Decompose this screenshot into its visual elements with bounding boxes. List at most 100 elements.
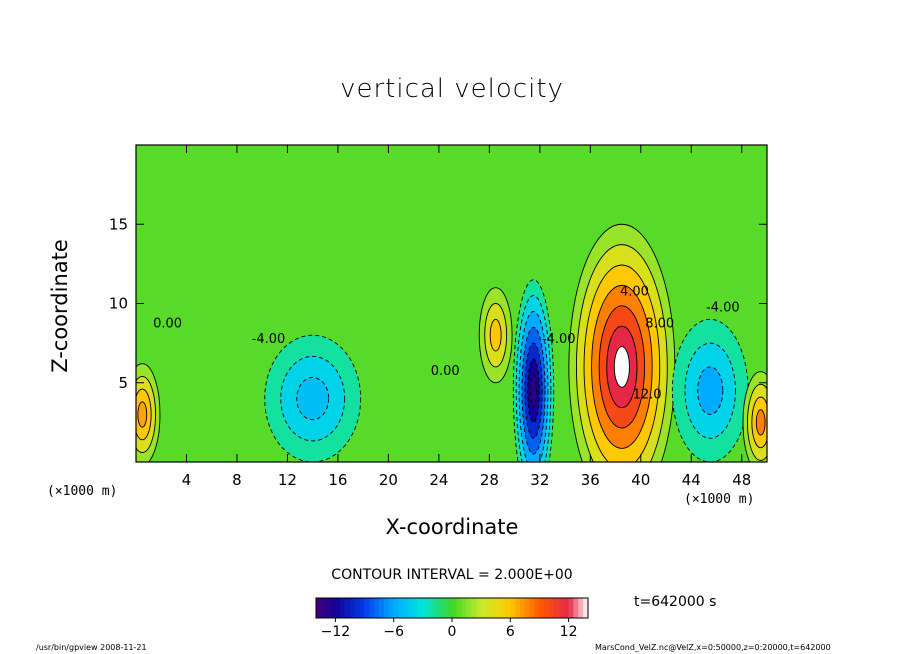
contour-feature-0 bbox=[568, 223, 676, 462]
x-tick-label: 32 bbox=[530, 471, 549, 489]
footer-right: MarsCond_VelZ.nc@VelZ,x=0:50000,z=0:2000… bbox=[595, 643, 831, 652]
colorbar-cell bbox=[486, 598, 492, 618]
contour-label-7: 0.00 bbox=[153, 316, 182, 331]
colorbar-cell bbox=[466, 598, 472, 618]
colorbar-cell bbox=[335, 598, 341, 618]
contour-label-6: 0.00 bbox=[431, 364, 460, 379]
colorbar-cell bbox=[316, 598, 322, 618]
x-tick-label: 36 bbox=[581, 471, 600, 489]
contour-label-1: 8.00 bbox=[645, 316, 674, 331]
colorbar-cell bbox=[330, 598, 336, 618]
contour-label-4: -4.00 bbox=[542, 332, 576, 347]
contour-label-3: -4.00 bbox=[706, 300, 740, 315]
colorbar-cell bbox=[529, 598, 535, 618]
colorbar-cell bbox=[345, 598, 351, 618]
colorbar-cell bbox=[442, 598, 448, 618]
colorbar-cell bbox=[534, 598, 540, 618]
contour-band bbox=[613, 346, 630, 388]
colorbar-cell bbox=[350, 598, 356, 618]
colorbar-cell bbox=[583, 598, 589, 618]
x-tick-label: 4 bbox=[182, 471, 192, 489]
colorbar-cell bbox=[374, 598, 380, 618]
colorbar-cell bbox=[403, 598, 409, 618]
x-unit-left: (×1000 m) bbox=[47, 484, 118, 499]
colorbar-cell bbox=[500, 598, 506, 618]
contour-labels: 4.00 8.00 12.0 -4.00 -4.00 -4.00 0.00 0.00 bbox=[153, 285, 740, 403]
x-tick-label: 16 bbox=[328, 471, 347, 489]
x-tick-label: 44 bbox=[682, 471, 701, 489]
x-tick-label: 48 bbox=[732, 471, 751, 489]
contour-label-5: -4.00 bbox=[252, 332, 286, 347]
contour-band bbox=[137, 401, 148, 428]
x-axis-label: X-coordinate bbox=[385, 515, 519, 539]
colorbar-tick-label: 0 bbox=[448, 624, 457, 640]
colorbar-cell bbox=[398, 598, 404, 618]
y-tick-label: 10 bbox=[109, 295, 128, 313]
colorbar-cell bbox=[413, 598, 419, 618]
contour-feature-5 bbox=[136, 363, 161, 462]
colorbar-cell bbox=[476, 598, 482, 618]
colorbar: −12 −6 0 6 12 bbox=[315, 597, 589, 640]
colorbar-cell bbox=[505, 598, 511, 618]
colorbar-cell bbox=[388, 598, 395, 618]
colorbar-cell bbox=[471, 598, 477, 618]
contour-band bbox=[697, 366, 724, 415]
colorbar-cell bbox=[384, 598, 390, 618]
colorbar-cell bbox=[578, 598, 584, 618]
contour-feature-1 bbox=[512, 279, 555, 462]
x-tick-label: 28 bbox=[480, 471, 499, 489]
x-tick-label: 40 bbox=[631, 471, 650, 489]
x-axis: 4 8 12 16 20 24 28 32 36 40 44 48 bbox=[182, 145, 751, 489]
colorbar-cell bbox=[563, 598, 569, 618]
colorbar-cell bbox=[558, 598, 565, 618]
colorbar-cell bbox=[325, 598, 331, 618]
colorbar-tick-label: −12 bbox=[321, 624, 351, 640]
contour-label-2: 12.0 bbox=[633, 388, 662, 403]
colorbar-cell bbox=[495, 598, 501, 618]
x-tick-label: 8 bbox=[232, 471, 242, 489]
colorbar-cell bbox=[452, 598, 458, 618]
colorbar-tick-label: 12 bbox=[560, 624, 578, 640]
colorbar-cell bbox=[456, 598, 463, 618]
colorbar-tick-label: 6 bbox=[506, 624, 515, 640]
y-axis: 5 10 15 bbox=[109, 215, 767, 392]
time-label: t=642000 s bbox=[634, 594, 717, 610]
colorbar-cell bbox=[364, 598, 370, 618]
contour-interval-text: CONTOUR INTERVAL = 2.000E+00 bbox=[331, 567, 573, 583]
colorbar-cell bbox=[437, 598, 443, 618]
colorbar-cell bbox=[418, 598, 424, 618]
colorbar-cell bbox=[340, 598, 346, 618]
colorbar-cell bbox=[422, 598, 429, 618]
colorbar-cell bbox=[544, 598, 550, 618]
colorbar-cell bbox=[539, 598, 545, 618]
contour-band bbox=[489, 318, 502, 352]
colorbar-cell bbox=[554, 598, 560, 618]
contour-band bbox=[530, 374, 537, 407]
footer-left: /usr/bin/gpview 2008-11-21 bbox=[36, 643, 147, 652]
colorbar-cell bbox=[515, 598, 521, 618]
x-tick-label: 24 bbox=[429, 471, 448, 489]
x-unit-right: (×1000 m) bbox=[684, 492, 755, 507]
colorbar-cell bbox=[393, 598, 399, 618]
colorbar-cell bbox=[573, 598, 579, 618]
contour-feature-3 bbox=[671, 318, 749, 462]
contour-label-0: 4.00 bbox=[620, 285, 649, 300]
contour-feature-4 bbox=[742, 371, 767, 462]
colorbar-cell bbox=[481, 598, 487, 618]
contour-band bbox=[755, 409, 766, 436]
contour-feature-6 bbox=[478, 287, 513, 384]
y-axis-label: Z-coordinate bbox=[48, 239, 72, 373]
colorbar-cell bbox=[520, 598, 526, 618]
colorbar-cell bbox=[447, 598, 453, 618]
contour-band bbox=[296, 377, 330, 421]
chart-title: vertical velocity bbox=[340, 74, 564, 104]
colorbar-cell bbox=[568, 598, 574, 618]
colorbar-cell bbox=[408, 598, 414, 618]
colorbar-cell bbox=[461, 598, 467, 618]
colorbar-cell bbox=[320, 598, 327, 618]
colorbar-cell bbox=[490, 598, 497, 618]
colorbar-cell bbox=[359, 598, 365, 618]
colorbar-cell bbox=[510, 598, 516, 618]
x-tick-label: 12 bbox=[278, 471, 297, 489]
